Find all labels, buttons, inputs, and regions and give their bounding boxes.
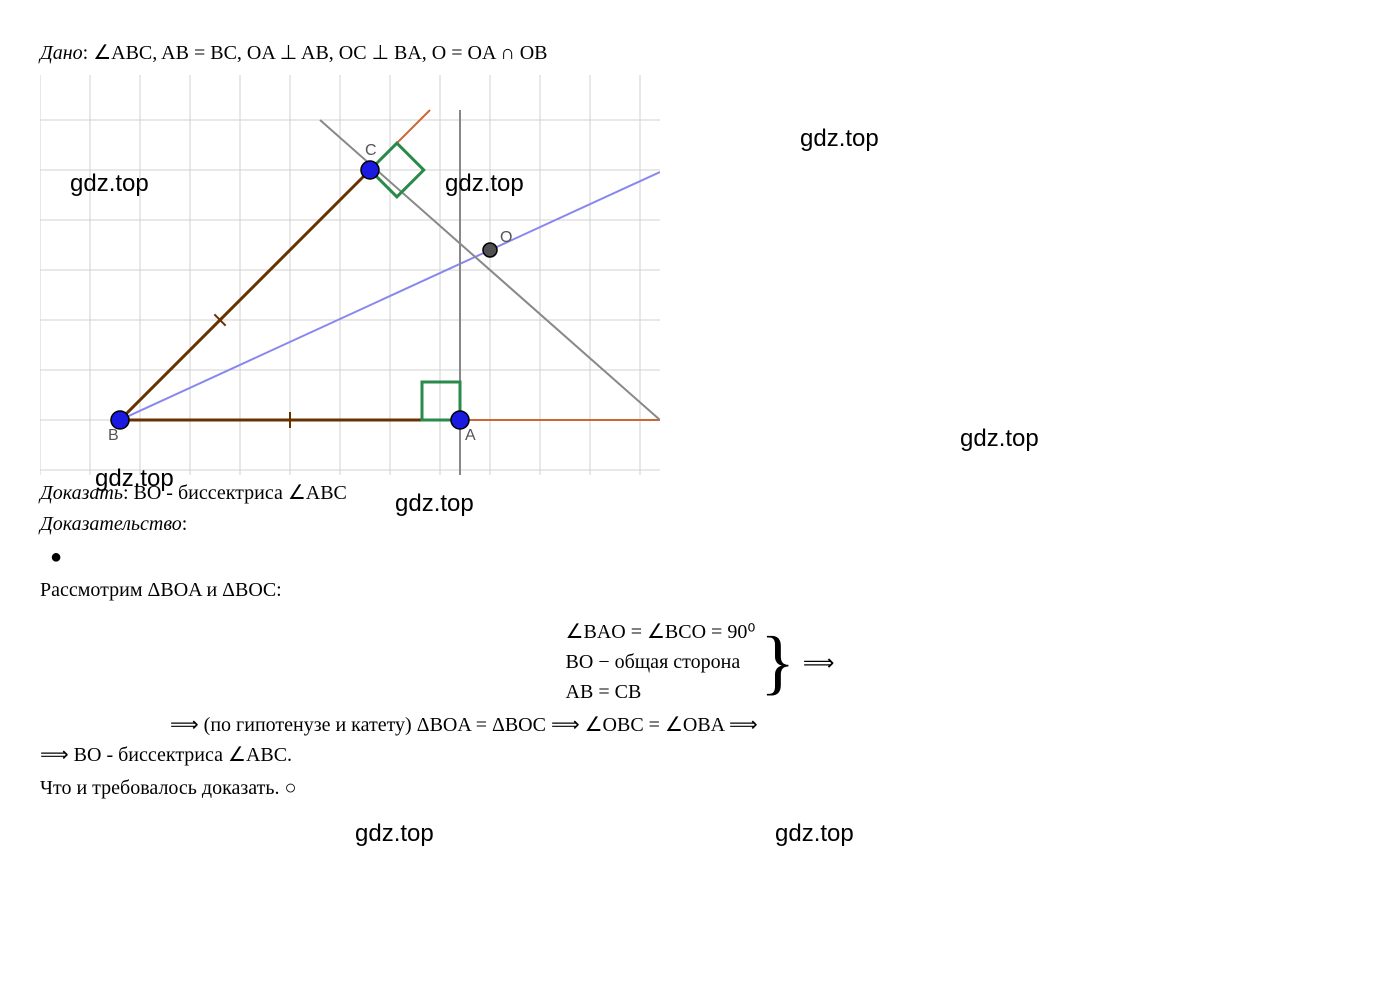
proof-colon: : [182, 513, 188, 535]
consider-triangles: Рассмотрим ΔBOA и ΔBOC: [40, 579, 1360, 602]
conclusion-line-1: ⟹ (по гипотенузе и катету) ΔBOA = ΔBOC ⟹… [40, 712, 1360, 737]
watermark-text: gdz.top [960, 425, 1039, 453]
given-statement: Дано: ∠ABC, AB = BC, OA ⊥ AB, OC ⊥ BA, O… [40, 40, 1360, 65]
prove-label: Доказать [40, 482, 123, 504]
watermark-text: gdz.top [355, 820, 434, 848]
svg-text:B: B [108, 427, 119, 444]
prove-text: : BO - биссектриса ∠ABC [123, 482, 347, 504]
given-text: : ∠ABC, AB = BC, OA ⊥ AB, OC ⊥ BA, O = O… [83, 42, 548, 64]
equation-system: ∠BAO = ∠BCO = 90⁰ BO − общая сторона AB … [40, 617, 1360, 707]
prove-statement: Доказать: BO - биссектриса ∠ABC [40, 480, 1360, 505]
condition-1: ∠BAO = ∠BCO = 90⁰ [566, 617, 756, 647]
svg-text:C: C [365, 142, 377, 159]
given-label: Дано [40, 42, 83, 64]
closing-brace: } [760, 626, 795, 698]
brace-container: ∠BAO = ∠BCO = 90⁰ BO − общая сторона AB … [566, 617, 835, 707]
geometry-diagram: B A C O [40, 75, 660, 475]
bullet-point: ● [50, 546, 1360, 569]
qed-statement: Что и требовалось доказать. ○ [40, 777, 1360, 800]
condition-2: BO − общая сторона [566, 647, 756, 677]
watermark-text: gdz.top [800, 125, 879, 153]
svg-text:O: O [500, 229, 512, 246]
proof-label: Доказательство [40, 513, 182, 535]
svg-text:A: A [465, 427, 476, 444]
watermark-text: gdz.top [775, 820, 854, 848]
condition-3: AB = CB [566, 677, 756, 707]
diagram-svg: B A C O [40, 75, 660, 475]
implies-1: ⟹ [803, 646, 835, 679]
conditions-list: ∠BAO = ∠BCO = 90⁰ BO − общая сторона AB … [566, 617, 756, 707]
proof-heading: Доказательство: [40, 513, 1360, 536]
conclusion-line-2: ⟹ BO - биссектриса ∠ABC. [40, 742, 1360, 767]
